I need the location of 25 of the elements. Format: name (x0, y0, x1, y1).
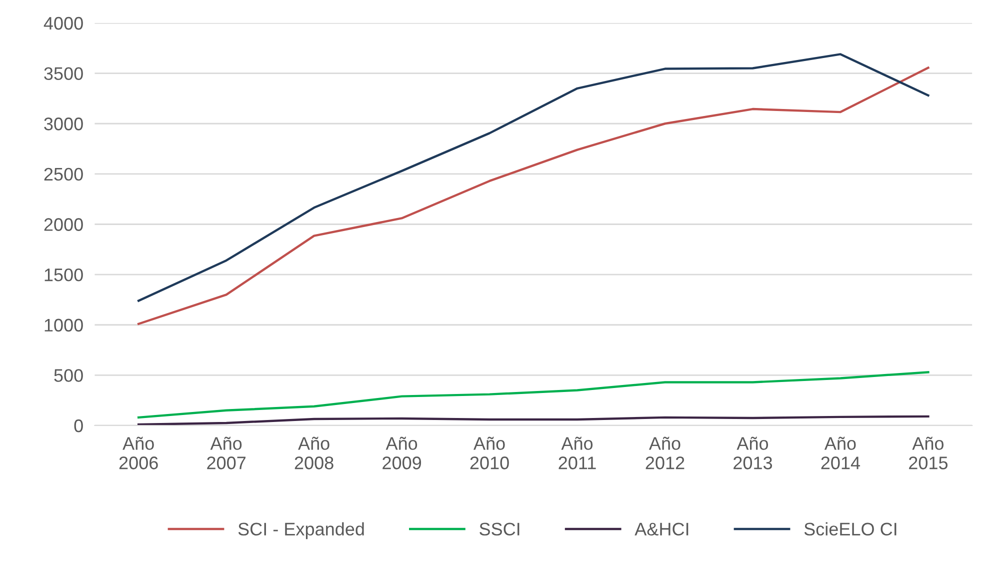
x-tick-label: Año 2015 (909, 436, 948, 470)
legend-label: A&HCI (634, 522, 688, 536)
y-tick-label: 2500 (44, 168, 83, 181)
y-tick-label: 3500 (44, 67, 83, 80)
legend-label: SSCI (480, 522, 520, 536)
legend-label: ScieELO CI (804, 522, 896, 536)
y-tick-label: 3000 (44, 118, 83, 130)
y-tick-label: 2000 (44, 218, 83, 231)
y-tick-label: 0 (74, 419, 83, 432)
x-tick-label: Año 2006 (119, 436, 158, 470)
legend-label: SCI - Expanded (238, 522, 364, 540)
line-series (137, 371, 930, 419)
y-tick-label: 1500 (44, 268, 83, 282)
x-tick-label: Año 2007 (207, 436, 246, 470)
x-tick-label: Año 2008 (294, 436, 334, 470)
x-tick-label: Año 2012 (646, 436, 684, 470)
x-tick-label: Año 2014 (821, 436, 860, 470)
x-tick-label: Año 2010 (470, 436, 509, 470)
x-tick-label: Año 2009 (382, 436, 422, 470)
x-tick-label: Año 2013 (734, 436, 772, 470)
y-tick-label: 1000 (44, 318, 83, 332)
y-tick-label: 500 (54, 369, 83, 382)
x-tick-label: Año 2011 (558, 436, 596, 470)
line-series (137, 415, 930, 426)
y-tick-label: 4000 (44, 16, 83, 30)
